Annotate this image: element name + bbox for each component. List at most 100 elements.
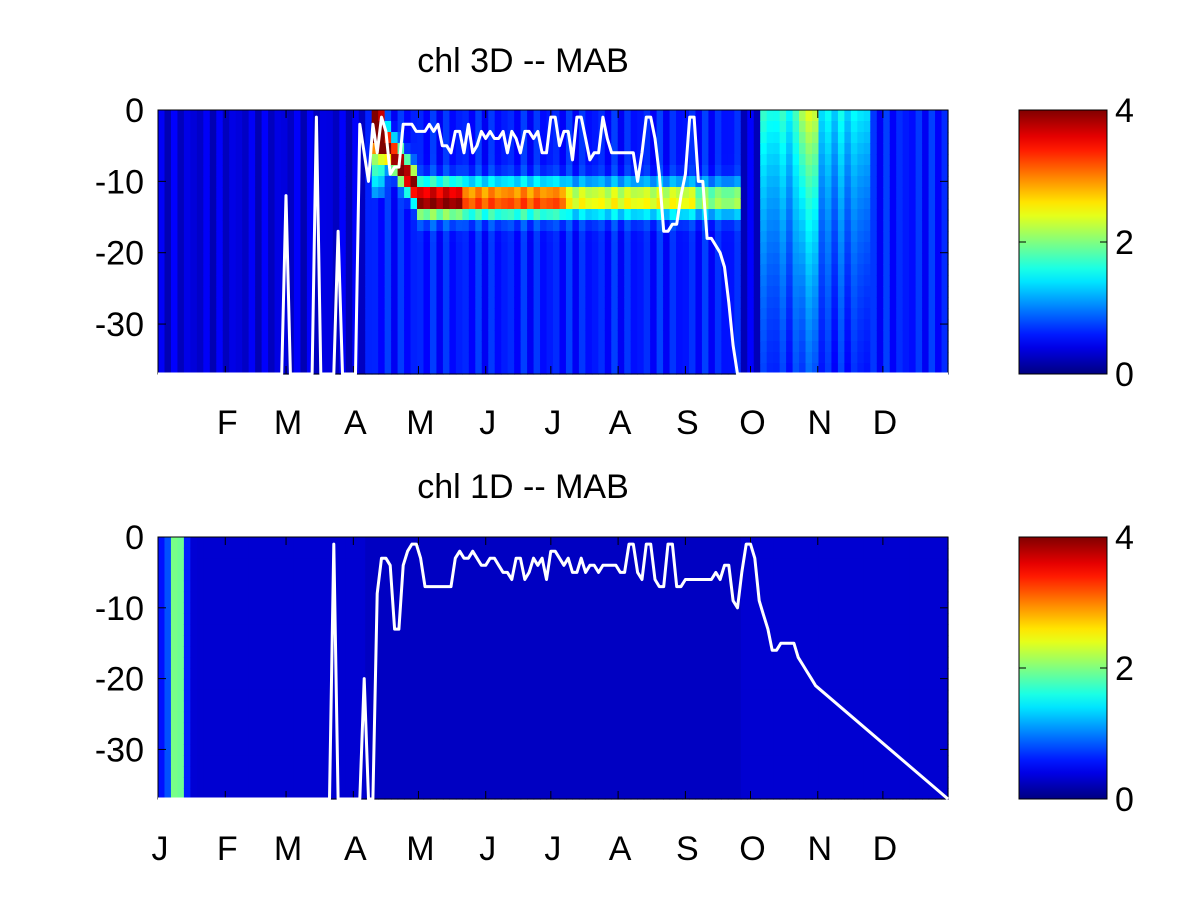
chl1d-heatmap-cell <box>462 646 470 658</box>
chl3d-heatmap-cell <box>682 275 690 287</box>
chl1d-heatmap-cell <box>306 537 315 549</box>
chl3d-heatmap-cell <box>941 165 949 177</box>
chl3d-heatmap-cell <box>177 176 185 188</box>
chl3d-heatmap-cell <box>339 198 347 210</box>
chl1d-heatmap-cell <box>637 547 645 560</box>
chl3d-heatmap-cell <box>792 308 800 320</box>
chl1d-heatmap-cell <box>488 788 496 800</box>
chl3d-heatmap-cell <box>792 121 800 133</box>
chl3d-heatmap-cell <box>598 198 606 210</box>
chl3d-heatmap-cell <box>734 143 742 155</box>
chl1d-heatmap-cell <box>371 547 379 560</box>
chl3d-heatmap-cell <box>721 319 729 331</box>
chl3d-heatmap-cell <box>773 121 781 133</box>
chl3d-heatmap-cell <box>261 330 269 342</box>
chl3d-heatmap-cell <box>553 143 561 155</box>
chl3d-heatmap-cell <box>714 286 722 298</box>
chl1d-heatmap-cell <box>598 624 606 636</box>
chl3d-heatmap-cell <box>345 110 353 122</box>
chl1d-heatmap-cell <box>306 733 315 746</box>
chl3d-heatmap-cell <box>863 242 871 254</box>
chl1d-heatmap-cell <box>611 678 619 691</box>
chl3d-heatmap-cell <box>630 319 638 331</box>
chl1d-heatmap-cell <box>514 678 522 691</box>
chl3d-heatmap-cell <box>287 176 295 188</box>
chl1d-heatmap-cell <box>274 657 282 669</box>
chl1d-heatmap-cell <box>507 591 515 604</box>
chl3d-heatmap-cell <box>196 154 204 166</box>
chl3d-heatmap-cell <box>293 110 302 122</box>
chl1d-heatmap-cell <box>656 788 664 800</box>
chl3d-heatmap-cell <box>475 363 483 375</box>
chl1d-heatmap-cell <box>287 602 295 615</box>
chl3d-heatmap-cell <box>261 264 269 276</box>
chl3d-heatmap-cell <box>695 341 703 353</box>
chl3d-heatmap-cell <box>909 264 917 276</box>
chl1d-heatmap-cell <box>578 635 586 647</box>
chl3d-heatmap-cell <box>604 253 612 265</box>
chl1d-heatmap-cell <box>287 558 295 571</box>
chl3d-heatmap-cell <box>773 110 781 122</box>
chl3d-heatmap-cell <box>261 297 269 309</box>
chl1d-heatmap-cell <box>643 657 651 669</box>
chl3d-heatmap-cell <box>598 330 606 342</box>
chl3d-heatmap-cell <box>494 330 502 342</box>
chl3d-heatmap-cell <box>915 198 923 210</box>
chl3d-heatmap-cell <box>935 176 943 188</box>
chl3d-heatmap-cell <box>876 275 884 287</box>
chl1d-heatmap-cell <box>617 613 625 625</box>
chl3d-heatmap-cell <box>339 286 347 298</box>
chl3d-heatmap-cell <box>928 253 936 265</box>
chl3d-heatmap-cell <box>747 286 755 298</box>
chl3d-heatmap-cell <box>909 297 917 309</box>
chl3d-heatmap-cell <box>507 209 515 221</box>
chl3d-heatmap-cell <box>274 297 282 309</box>
chl1d-heatmap-cell <box>650 700 658 713</box>
chl1d-heatmap-cell <box>378 613 386 625</box>
chl1d-heatmap-cell <box>572 580 580 593</box>
chl1d-heatmap-cell <box>345 635 353 647</box>
chl3d-heatmap-cell <box>747 253 755 265</box>
chl1d-heatmap-cell <box>598 700 606 713</box>
chl1d-heatmap-cell <box>591 744 599 756</box>
chl3d-heatmap-cell <box>410 231 418 243</box>
chl1d-heatmap-cell <box>404 733 412 746</box>
chl1d-heatmap-cell <box>281 711 289 724</box>
chl3d-heatmap-cell <box>935 209 943 221</box>
chl3d-heatmap-cell <box>540 341 548 353</box>
chl3d-heatmap-cell <box>533 363 541 375</box>
chl3d-heatmap-cell <box>779 352 787 364</box>
chl1d-heatmap-cell <box>339 711 347 724</box>
chl3d-heatmap-cell <box>248 341 256 353</box>
chl3d-heatmap-cell <box>805 264 813 276</box>
chl3d-heatmap-cell <box>410 253 418 265</box>
chl3d-heatmap-cell <box>488 330 496 342</box>
chl1d-heatmap-cell <box>216 668 224 680</box>
chl3d-heatmap-cell <box>624 319 632 331</box>
chl3d-heatmap-cell <box>740 264 748 276</box>
chl3d-heatmap-cell <box>831 143 839 155</box>
chl1d-heatmap-cell <box>404 635 412 647</box>
chl3d-heatmap-cell <box>384 110 392 122</box>
chl3d-heatmap-cell <box>812 154 820 166</box>
chl3d-heatmap-cell <box>306 143 315 155</box>
chl1d-heatmap-cell <box>242 788 250 800</box>
chl3d-heatmap-cell <box>501 209 509 221</box>
chl3d-heatmap-cell <box>669 132 677 144</box>
chl3d-heatmap-cell <box>488 187 496 199</box>
chl3d-heatmap-cell <box>442 143 450 155</box>
chl3d-heatmap-cell <box>345 330 353 342</box>
chl1d-heatmap-cell <box>274 777 282 789</box>
chl3d-heatmap-cell <box>404 242 412 254</box>
chl3d-heatmap-cell <box>604 242 612 254</box>
chl1d-heatmap-cell <box>170 766 179 778</box>
chl3d-heatmap-cell <box>527 319 535 331</box>
chl3d-heatmap-cell <box>300 154 308 166</box>
chl3d-heatmap-cell <box>391 209 399 221</box>
chl3d-heatmap-cell <box>281 110 289 122</box>
chl3d-heatmap-cell <box>391 363 399 375</box>
chl1d-heatmap-cell <box>183 722 191 735</box>
chl1d-heatmap-cell <box>462 613 470 625</box>
chl3d-heatmap-cell <box>734 253 742 265</box>
chl3d-heatmap-cell <box>436 275 444 287</box>
